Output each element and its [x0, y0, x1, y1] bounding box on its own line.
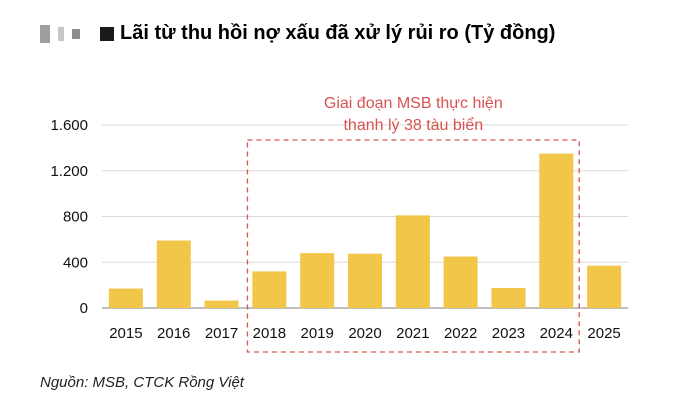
chart-title: Lãi từ thu hồi nợ xấu đã xử lý rủi ro (T… [120, 22, 556, 44]
bar-2017 [204, 300, 239, 308]
logo-placeholder [72, 28, 80, 39]
x-tick-label: 2021 [396, 325, 429, 342]
y-tick-label: 0 [80, 300, 88, 317]
x-axis-ticks: 2015 2016 2017 2018 2019 2020 2021 2022 2023 2024… [109, 325, 621, 342]
bar-2016 [156, 240, 191, 308]
bars [108, 153, 622, 308]
x-tick-label: 2016 [157, 325, 190, 342]
bar-2019 [300, 253, 335, 308]
y-tick-label: 400 [63, 254, 88, 271]
y-tick-label: 1.600 [50, 117, 88, 134]
bar-2024 [539, 153, 574, 308]
annotation-text: thanh lý 38 tàu biển [343, 116, 483, 134]
bar-2015 [108, 288, 143, 308]
bar-2020 [348, 253, 382, 308]
x-tick-label: 2018 [253, 325, 286, 342]
bar-2022 [443, 256, 478, 308]
annotation-box [246, 139, 580, 353]
y-tick-label: 800 [63, 209, 88, 226]
bar-2018 [252, 271, 287, 308]
logo-placeholder [58, 26, 64, 41]
x-tick-label: 2015 [109, 325, 142, 342]
x-tick-label: 2024 [540, 325, 573, 342]
y-tick-label: 1.200 [50, 163, 88, 180]
x-tick-label: 2025 [587, 325, 620, 342]
x-tick-label: 2017 [205, 325, 238, 342]
bar-2025 [587, 265, 622, 308]
bar-2023 [491, 287, 526, 308]
x-tick-label: 2022 [444, 325, 477, 342]
annotation: Giai đoạn MSB thực hiện thanh lý 38 tàu … [246, 95, 580, 353]
x-tick-label: 2019 [300, 325, 333, 342]
logo-placeholder [40, 24, 50, 43]
x-tick-label: 2020 [348, 325, 381, 342]
y-axis-ticks: 0 400 800 1.200 1.600 [50, 117, 88, 317]
annotation-text: Giai đoạn MSB thực hiện [324, 95, 503, 112]
bar-2021 [395, 215, 430, 308]
source-note: Nguồn: MSB, CTCK Rồng Việt [40, 374, 244, 391]
title-row: Lãi từ thu hồi nợ xấu đã xử lý rủi ro (T… [40, 22, 555, 45]
logo-placeholder [100, 26, 114, 41]
x-tick-label: 2023 [492, 325, 525, 342]
